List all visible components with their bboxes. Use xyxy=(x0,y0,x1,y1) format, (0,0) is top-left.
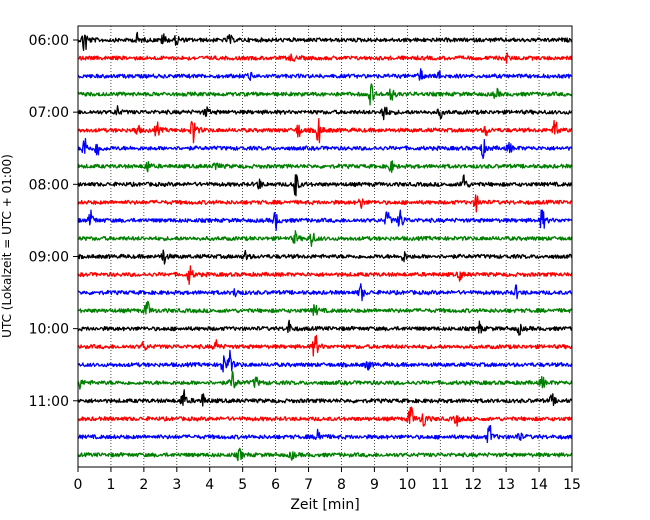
x-tick-label: 11 xyxy=(431,477,449,493)
trace-0615 xyxy=(77,52,573,64)
x-tick-label: 7 xyxy=(304,477,313,493)
trace-1145 xyxy=(77,447,573,462)
trace-0645 xyxy=(77,83,573,106)
x-tick-label: 14 xyxy=(530,477,548,493)
y-axis-ticks: 06:00 07:00 08:00 09:00 10:00 11:00 xyxy=(29,33,78,410)
trace-1015 xyxy=(77,334,573,357)
y-tick-label: 08:00 xyxy=(29,177,69,193)
x-tick-label: 4 xyxy=(205,477,214,493)
trace-1115 xyxy=(77,406,573,427)
x-axis-label: Zeit [min] xyxy=(290,497,359,513)
trace-0945 xyxy=(77,300,573,316)
trace-0845 xyxy=(77,230,573,248)
x-tick-label: 8 xyxy=(337,477,346,493)
trace-0600 xyxy=(77,31,573,51)
trace-1045 xyxy=(77,370,573,390)
y-axis-label: UTC (Lokalzeit = UTC + 01:00) xyxy=(0,154,14,338)
x-tick-label: 6 xyxy=(271,477,280,493)
trace-0730 xyxy=(77,137,573,160)
x-tick-label: 10 xyxy=(398,477,416,493)
trace-0800 xyxy=(77,174,573,197)
x-tick-label: 5 xyxy=(238,477,247,493)
y-tick-label: 09:00 xyxy=(29,249,69,265)
x-tick-label: 9 xyxy=(370,477,379,493)
plot-frame xyxy=(77,25,573,468)
trace-0815 xyxy=(77,194,573,213)
trace-0715 xyxy=(77,118,573,144)
trace-1030 xyxy=(77,349,573,373)
x-tick-label: 15 xyxy=(563,477,581,493)
trace-0630 xyxy=(77,68,573,81)
trace-0900 xyxy=(77,249,573,265)
x-tick-label: 12 xyxy=(464,477,482,493)
y-tick-label: 11:00 xyxy=(29,394,69,410)
y-tick-label: 07:00 xyxy=(29,105,69,121)
trace-0915 xyxy=(77,265,573,286)
trace-0700 xyxy=(77,105,573,121)
x-axis-ticks: 0 1 2 3 4 5 6 7 8 9 10 11 12 13 14 15 xyxy=(74,467,581,493)
x-tick-label: 2 xyxy=(139,477,148,493)
trace-1000 xyxy=(77,319,573,336)
seismic-traces xyxy=(77,31,573,462)
trace-0830 xyxy=(77,209,573,231)
trace-1100 xyxy=(77,389,573,407)
y-tick-label: 10:00 xyxy=(29,322,69,338)
x-tick-label: 13 xyxy=(497,477,515,493)
x-tick-label: 3 xyxy=(172,477,181,493)
y-tick-label: 06:00 xyxy=(29,33,69,49)
x-tick-label: 0 xyxy=(74,477,83,493)
trace-1130 xyxy=(77,425,573,444)
trace-0930 xyxy=(77,283,573,302)
x-tick-label: 1 xyxy=(106,477,115,493)
trace-0745 xyxy=(77,160,573,173)
